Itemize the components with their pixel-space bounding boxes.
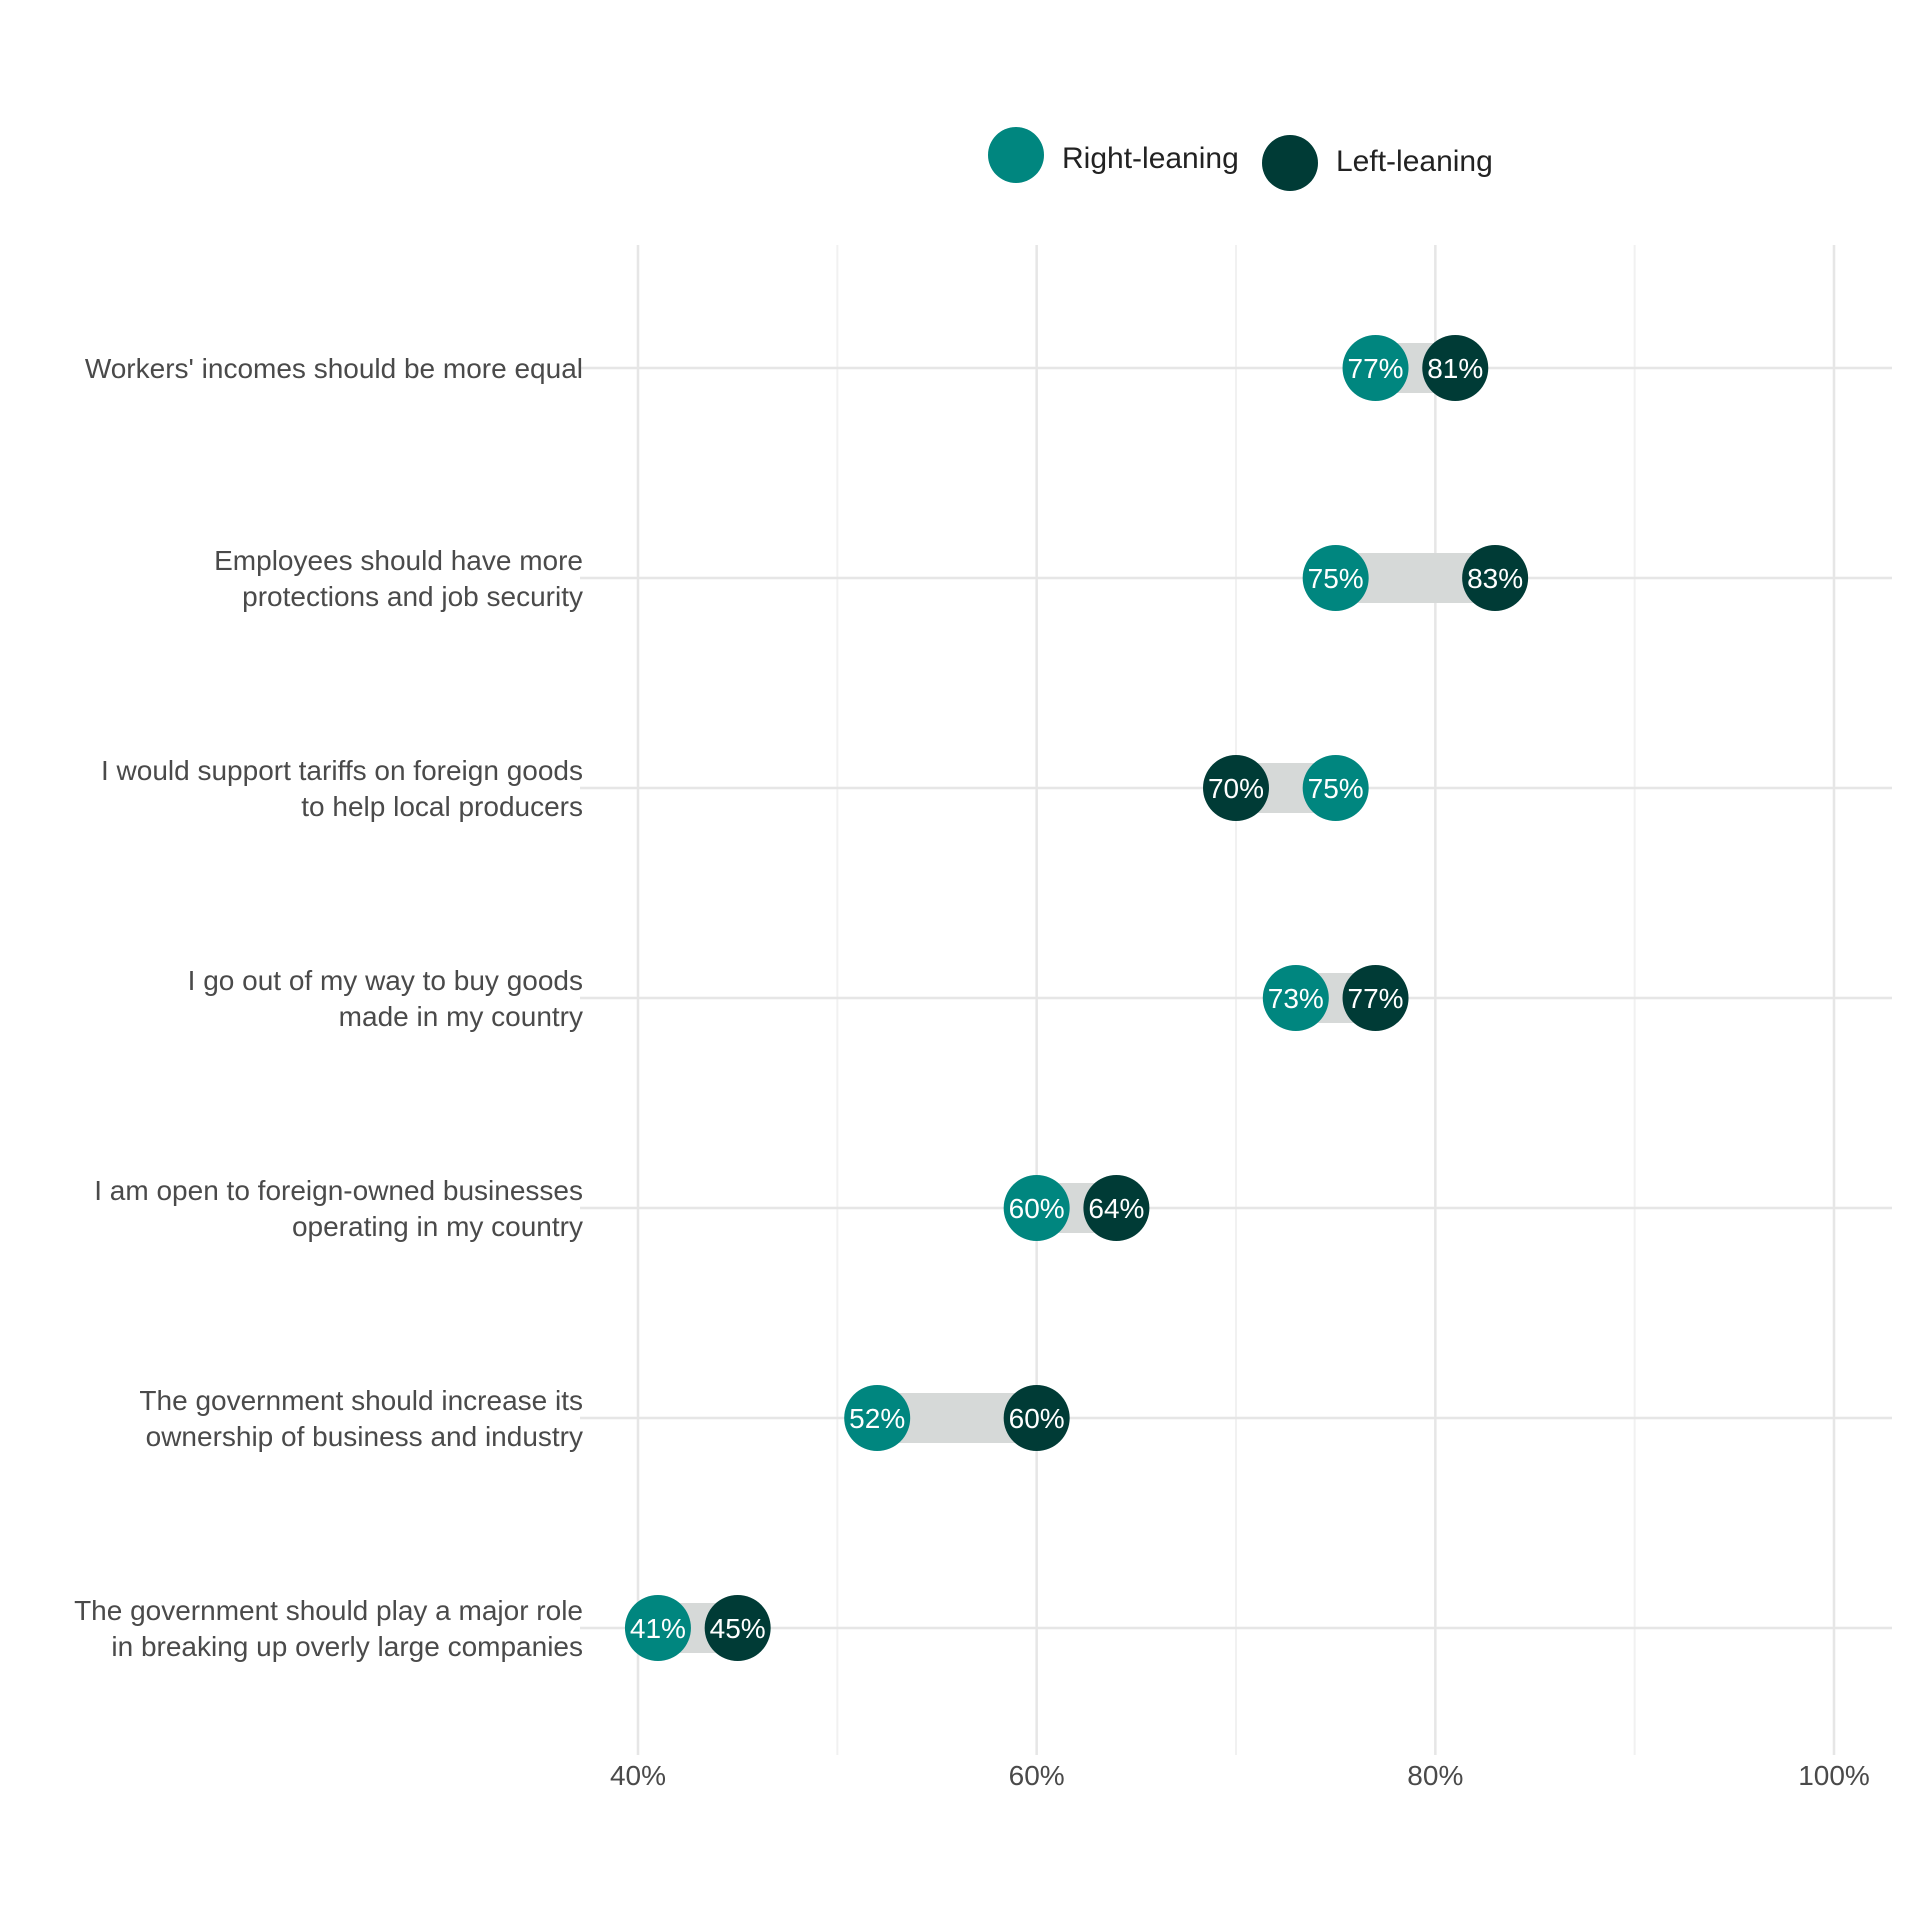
left-leaning-value-label: 77% — [1348, 983, 1404, 1014]
left-leaning-point — [704, 1595, 771, 1661]
category-label: I would support tariffs on foreign goods — [101, 755, 583, 786]
x-tick-label: 80% — [1407, 1760, 1463, 1791]
category-label: The government should play a major role — [74, 1595, 583, 1626]
left-leaning-value-label: 70% — [1208, 773, 1264, 804]
left-leaning-value-label: 64% — [1088, 1193, 1144, 1224]
legend-right-leaning-label: Right-leaning — [1062, 142, 1239, 175]
left-leaning-value-label: 81% — [1427, 353, 1483, 384]
right-leaning-value-label: 75% — [1308, 773, 1364, 804]
right-leaning-point — [1302, 545, 1369, 611]
legend: Right-leaning Left-leaning — [988, 127, 1493, 191]
left-leaning-value-label: 83% — [1467, 563, 1523, 594]
right-leaning-value-label: 77% — [1348, 353, 1404, 384]
left-leaning-point — [1342, 965, 1409, 1031]
category-label: made in my country — [339, 1001, 583, 1032]
right-leaning-value-label: 52% — [849, 1403, 905, 1434]
legend-right-leaning-swatch — [988, 127, 1044, 183]
category-label: in breaking up overly large companies — [111, 1631, 583, 1662]
right-leaning-point — [1262, 965, 1329, 1031]
left-leaning-value-label: 60% — [1009, 1403, 1065, 1434]
left-leaning-point — [1083, 1175, 1150, 1241]
dumbbell-marks: 77% 81% 75% 83% 75% 70% 73% 77% 60% 64% 52% 60% 41% 4… — [624, 335, 1529, 1661]
left-leaning-point — [1003, 1385, 1070, 1451]
category-label: to help local producers — [301, 791, 583, 822]
left-leaning-point — [1203, 755, 1269, 821]
category-label: Employees should have more — [214, 545, 583, 576]
right-leaning-value-label: 41% — [630, 1613, 686, 1644]
x-tick-label: 100% — [1798, 1760, 1870, 1791]
right-leaning-point — [624, 1595, 691, 1661]
right-leaning-point — [1003, 1175, 1070, 1241]
left-leaning-value-label: 45% — [710, 1613, 766, 1644]
right-leaning-value-label: 73% — [1268, 983, 1324, 1014]
grid-layer — [580, 245, 1892, 1755]
x-axis: 40% 60% 80% 100% — [610, 1760, 1870, 1791]
right-leaning-value-label: 75% — [1308, 563, 1364, 594]
category-labels: Workers' incomes should be more equal Emp… — [74, 353, 583, 1662]
left-leaning-point — [1462, 545, 1529, 611]
category-label: The government should increase its — [139, 1385, 583, 1416]
category-label: ownership of business and industry — [146, 1421, 583, 1452]
right-leaning-point — [844, 1385, 911, 1451]
category-label: I am open to foreign-owned businesses — [94, 1175, 583, 1206]
x-tick-label: 40% — [610, 1760, 666, 1791]
legend-left-leaning-label: Left-leaning — [1336, 145, 1493, 178]
right-leaning-value-label: 60% — [1009, 1193, 1065, 1224]
category-label: operating in my country — [292, 1211, 583, 1242]
category-label: Workers' incomes should be more equal — [85, 353, 583, 384]
right-leaning-point — [1342, 335, 1409, 401]
left-leaning-point — [1422, 335, 1489, 401]
category-label: protections and job security — [242, 581, 583, 612]
category-label: I go out of my way to buy goods — [188, 965, 583, 996]
x-tick-label: 60% — [1009, 1760, 1065, 1791]
legend-left-leaning-swatch — [1262, 135, 1318, 191]
right-leaning-point — [1302, 755, 1369, 821]
